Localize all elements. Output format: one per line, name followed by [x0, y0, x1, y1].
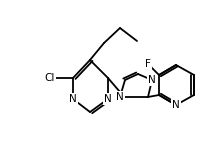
Text: N: N	[116, 92, 124, 102]
Text: N: N	[172, 100, 180, 110]
Text: Cl: Cl	[45, 73, 55, 83]
Text: F: F	[145, 59, 151, 69]
Text: N: N	[69, 94, 77, 104]
Text: N: N	[104, 94, 112, 104]
Text: N: N	[148, 75, 156, 85]
